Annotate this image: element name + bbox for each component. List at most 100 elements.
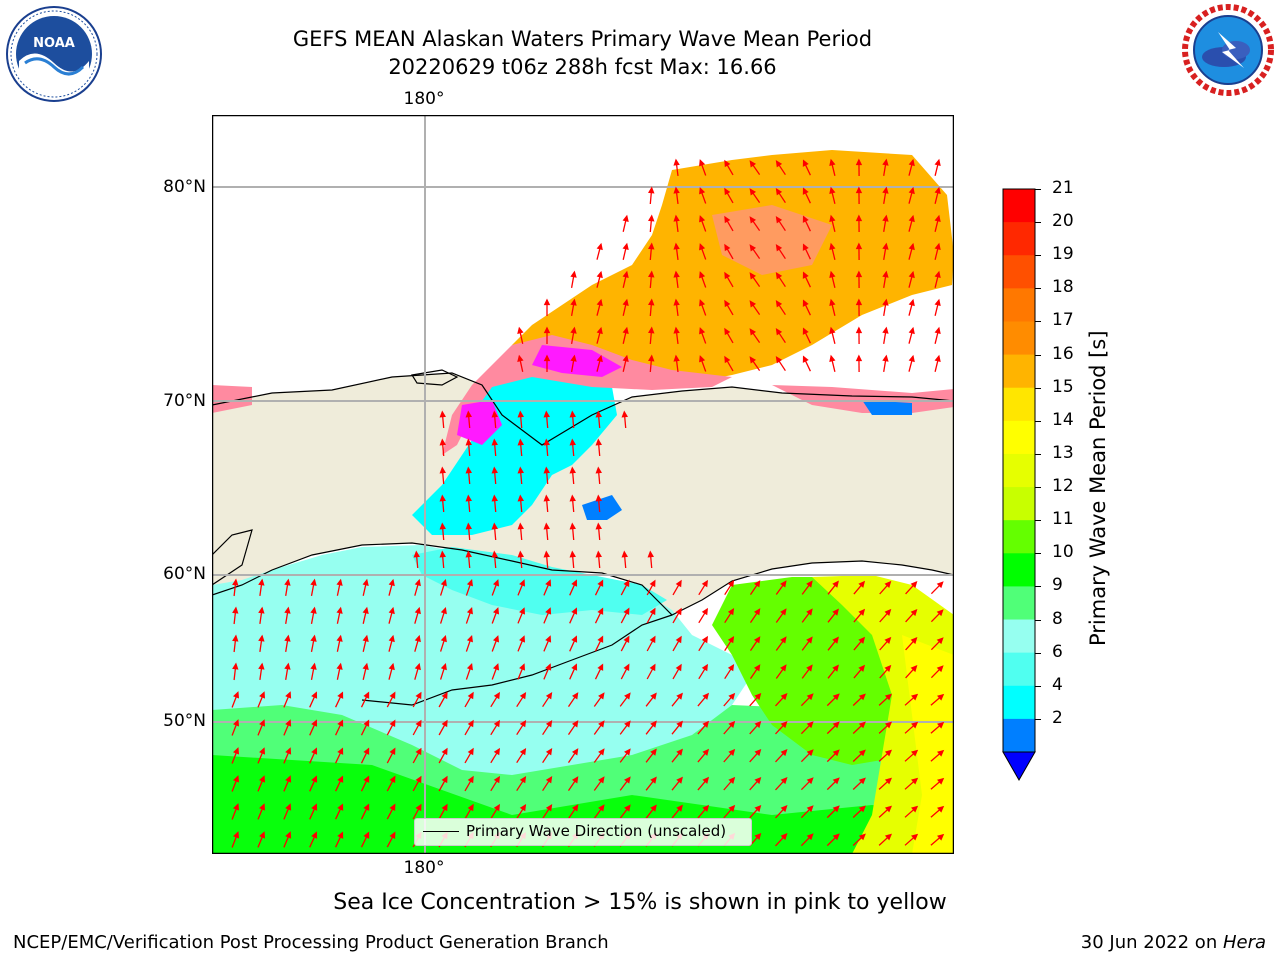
wave-direction-arrowhead xyxy=(754,749,762,757)
wave-direction-arrowhead xyxy=(519,607,526,615)
wave-direction-arrowhead xyxy=(596,326,603,335)
colorbar-tick-label: 15 xyxy=(1052,376,1074,397)
wave-direction-arrowhead xyxy=(622,298,629,306)
wave-direction-arrowhead xyxy=(673,242,680,250)
wave-direction-arrowhead xyxy=(650,748,657,756)
wave-direction-arrowhead xyxy=(389,691,396,699)
wave-direction-arrowhead xyxy=(545,720,553,728)
wave-direction-arrowhead xyxy=(676,804,683,812)
wave-direction-arrowhead xyxy=(466,578,473,587)
colorbar-tick-label: 13 xyxy=(1052,442,1074,463)
wave-direction-arrowhead xyxy=(832,608,839,616)
wave-direction-arrowhead xyxy=(493,607,500,615)
wave-direction-arrowhead xyxy=(908,242,915,251)
colorbar-tick-mark xyxy=(1035,354,1041,356)
wave-direction-arrowhead xyxy=(439,410,446,418)
wave-direction-arrowhead xyxy=(389,775,396,783)
wave-direction-arrowhead xyxy=(259,775,266,783)
wave-direction-arrowhead xyxy=(676,748,683,756)
graticule xyxy=(212,115,954,854)
wave-direction-arrowhead xyxy=(884,777,893,785)
wave-direction-arrowhead xyxy=(749,300,757,308)
wave-direction-arrowhead xyxy=(802,327,809,335)
wave-direction-arrowhead xyxy=(724,327,731,336)
wave-direction-arrowhead xyxy=(749,272,757,280)
wave-direction-arrowhead xyxy=(519,635,526,643)
wave-direction-arrowhead xyxy=(285,747,292,755)
colorbar-tick-mark xyxy=(1035,255,1041,257)
wave-direction-arrowhead xyxy=(806,664,813,672)
wave-direction-arrowhead xyxy=(832,721,840,729)
wave-direction-arrowhead xyxy=(284,662,291,670)
wave-direction-arrowhead xyxy=(780,664,787,672)
wave-direction-arrowhead xyxy=(832,749,840,757)
wave-direction-arrowhead xyxy=(362,662,369,670)
wave-direction-arrowhead xyxy=(802,271,809,279)
wave-direction-arrowhead xyxy=(775,188,783,196)
colorbar-band xyxy=(1003,222,1035,256)
wave-direction-arrowhead xyxy=(884,721,893,729)
wave-direction-arrowhead xyxy=(598,720,605,728)
wave-direction-arrowhead xyxy=(911,721,919,729)
wave-direction-arrowhead xyxy=(622,242,629,250)
wave-direction-arrowhead xyxy=(882,298,889,306)
wave-direction-arrowhead xyxy=(728,776,736,784)
colorbar-tick-mark xyxy=(1035,387,1041,389)
wave-direction-arrowhead xyxy=(519,748,527,756)
wave-direction-arrowhead xyxy=(595,550,602,558)
wave-direction-arrowhead xyxy=(727,608,735,616)
wave-direction-arrowhead xyxy=(908,270,915,279)
legend-line-icon xyxy=(423,831,459,832)
wave-direction-arrowhead xyxy=(855,186,863,194)
wave-direction-arrowhead xyxy=(832,580,839,588)
colorbar-tick-mark xyxy=(1035,321,1041,323)
wave-direction-arrowhead xyxy=(911,693,919,701)
wave-direction-arrowhead xyxy=(232,831,240,839)
land-mass xyxy=(212,373,954,615)
wave-direction-arrowhead xyxy=(284,578,291,586)
wave-direction-arrowhead xyxy=(806,749,814,757)
wave-direction-arrowhead xyxy=(937,749,945,757)
wave-direction-arrowhead xyxy=(673,270,680,278)
wave-direction-arrowhead xyxy=(259,831,266,839)
wave-direction-arrowhead xyxy=(362,578,369,586)
wave-direction-arrowhead xyxy=(441,691,448,700)
wave-direction-arrowhead xyxy=(259,803,266,811)
wave-direction-arrowhead xyxy=(285,691,292,699)
wave-direction-arrowhead xyxy=(259,747,266,755)
wave-direction-arrowhead xyxy=(802,159,809,167)
wave-direction-arrowhead xyxy=(858,693,866,701)
wave-direction-arrowhead xyxy=(440,634,447,643)
wave-direction-arrowhead xyxy=(389,803,396,811)
wave-direction-arrowhead xyxy=(414,606,421,615)
wave-direction-arrowhead xyxy=(545,776,553,784)
period-field-2s-norton xyxy=(582,495,622,520)
wave-direction-arrowhead xyxy=(806,777,814,785)
lat-label-70: 70°N xyxy=(163,391,206,411)
wave-direction-arrowhead xyxy=(624,720,631,728)
period-field-pink-west-coast xyxy=(212,385,252,413)
wave-direction-arrowhead xyxy=(806,721,814,729)
wave-direction-arrowhead xyxy=(802,355,809,363)
wave-direction-arrowhead xyxy=(882,326,889,334)
wave-direction-arrowhead xyxy=(545,748,553,756)
wave-direction-arrowhead xyxy=(519,804,527,812)
wave-direction-arrowhead xyxy=(754,777,762,785)
wave-direction-arrowhead xyxy=(232,691,240,699)
wave-direction-arrowhead xyxy=(754,805,762,813)
map-frame xyxy=(212,115,954,854)
period-field-blue-east-coast xyxy=(862,400,912,415)
wave-direction-arrowhead xyxy=(363,803,370,811)
wave-direction-arrowhead xyxy=(911,749,919,757)
wave-direction-arrowhead xyxy=(884,805,893,813)
wave-direction-arrowhead xyxy=(493,635,500,643)
lon-label-top: 180° xyxy=(403,89,445,109)
colorbar-tick-mark xyxy=(1035,652,1041,654)
wave-direction-arrowhead xyxy=(829,186,836,194)
wave-direction-arrowhead xyxy=(440,578,447,587)
wave-direction-arrowhead xyxy=(882,354,889,362)
colorbar-band xyxy=(1003,718,1035,753)
wave-direction-arrowhead xyxy=(571,692,579,700)
wave-direction-arrowhead xyxy=(910,636,918,645)
wave-direction-arrowhead xyxy=(936,609,944,617)
